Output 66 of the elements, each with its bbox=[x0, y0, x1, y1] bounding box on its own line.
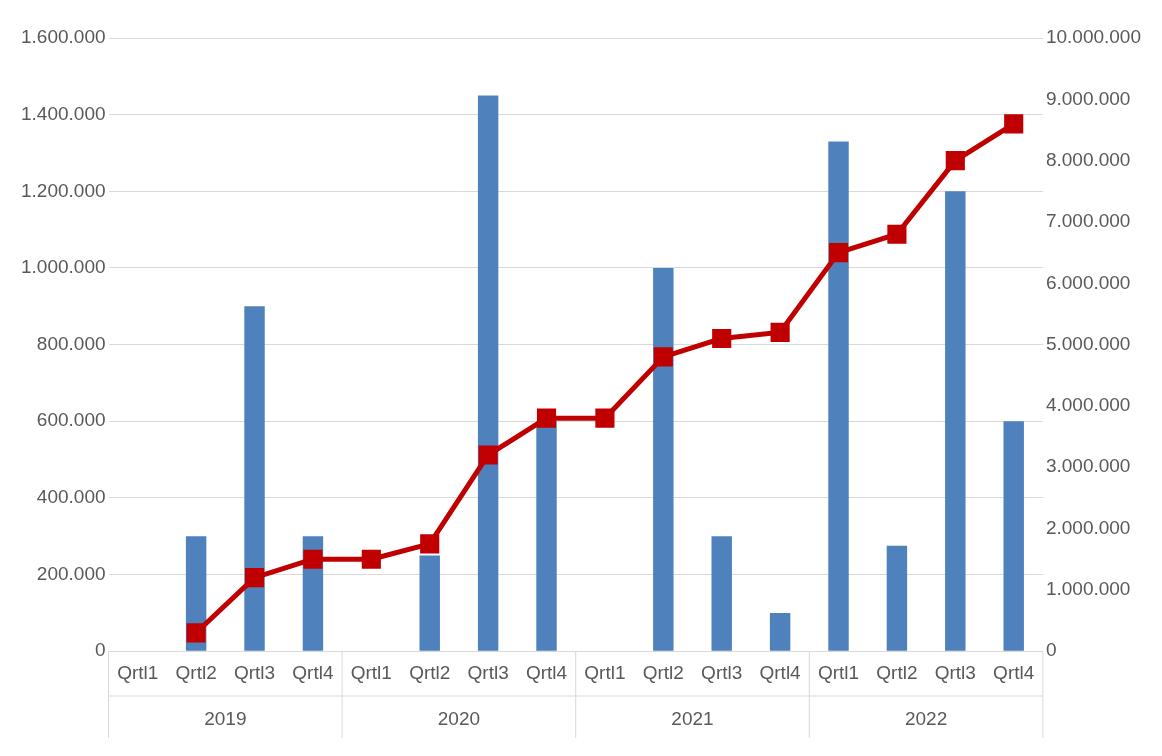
text: 2019 bbox=[204, 708, 247, 730]
x-tick-label: Qrtl4 bbox=[759, 661, 802, 683]
point bbox=[770, 322, 790, 342]
y2-tick-label: 0 bbox=[1045, 639, 1057, 661]
x-tick-label: Qrtl1 bbox=[350, 661, 392, 683]
bar bbox=[536, 421, 557, 651]
point bbox=[420, 534, 440, 554]
x-tick-label: Qrtl1 bbox=[117, 661, 159, 683]
text: 2020 bbox=[437, 708, 481, 730]
bar bbox=[769, 612, 791, 651]
point bbox=[536, 408, 557, 428]
y2-tick-label: 5.000.000 bbox=[1045, 332, 1131, 354]
y-tick-label: 400.000 bbox=[36, 486, 106, 508]
y-tick-label: 600.000 bbox=[36, 409, 106, 431]
x-tick-label: Qrtl1 bbox=[584, 661, 626, 683]
bar bbox=[828, 141, 849, 651]
text: 2021 bbox=[671, 708, 714, 730]
x-tick-label: Qrtl3 bbox=[233, 661, 276, 683]
x-tick-label: Qrtl4 bbox=[993, 661, 1035, 683]
x-tick-label: Qrtl3 bbox=[467, 661, 509, 683]
x-tick-label: Qrtl2 bbox=[409, 661, 451, 683]
y2-tick-label: 4.000.000 bbox=[1045, 394, 1131, 416]
point bbox=[361, 549, 381, 569]
y2-tick-label: 6.000.000 bbox=[1045, 271, 1131, 293]
point bbox=[653, 347, 673, 367]
y-tick-label: 200.000 bbox=[36, 562, 106, 584]
bar bbox=[419, 555, 440, 651]
y2-tick-label: 7.000.000 bbox=[1045, 210, 1131, 232]
y-tick-label: 1.400.000 bbox=[20, 102, 106, 124]
y-tick-label: 800.000 bbox=[36, 332, 106, 354]
point bbox=[712, 328, 732, 349]
y-tick-label: 1.000.000 bbox=[20, 256, 106, 278]
text: 2022 bbox=[904, 708, 948, 730]
bar bbox=[945, 191, 966, 651]
y-tick-label: 0 bbox=[94, 639, 106, 661]
point bbox=[595, 408, 615, 428]
x-tick-label: Qrtl4 bbox=[292, 661, 334, 683]
x-tick-label: Qrtl1 bbox=[817, 661, 860, 683]
y2-tick-label: 9.000.000 bbox=[1045, 87, 1131, 109]
x-tick-label: Qrtl3 bbox=[934, 661, 976, 683]
y2-tick-label: 10.000.000 bbox=[1045, 26, 1141, 48]
point bbox=[478, 445, 498, 465]
point bbox=[945, 151, 965, 171]
y2-tick-label: 8.000.000 bbox=[1045, 148, 1131, 170]
bar bbox=[886, 545, 908, 651]
bar bbox=[711, 536, 732, 651]
x-tick-label: Qrtl4 bbox=[525, 661, 568, 683]
y2-tick-label: 1.000.000 bbox=[1045, 578, 1131, 600]
y-tick-label: 1.200.000 bbox=[20, 179, 106, 201]
point bbox=[303, 549, 323, 569]
point bbox=[828, 243, 849, 263]
y-tick-label: 1.600.000 bbox=[20, 26, 106, 48]
y2-tick-label: 3.000.000 bbox=[1045, 455, 1131, 477]
point bbox=[887, 224, 907, 244]
bar bbox=[1003, 421, 1024, 651]
x-tick-label: Qrtl2 bbox=[876, 661, 918, 683]
x-tick-label: Qrtl3 bbox=[701, 661, 743, 683]
point bbox=[186, 623, 206, 643]
x-tick-label: Qrtl2 bbox=[175, 661, 217, 683]
bar bbox=[653, 267, 674, 651]
point bbox=[1004, 114, 1024, 134]
x-tick-label: Qrtl2 bbox=[642, 661, 684, 683]
bar bbox=[477, 95, 499, 651]
y2-tick-label: 2.000.000 bbox=[1045, 516, 1131, 538]
point bbox=[244, 568, 265, 588]
bar bbox=[244, 306, 265, 651]
